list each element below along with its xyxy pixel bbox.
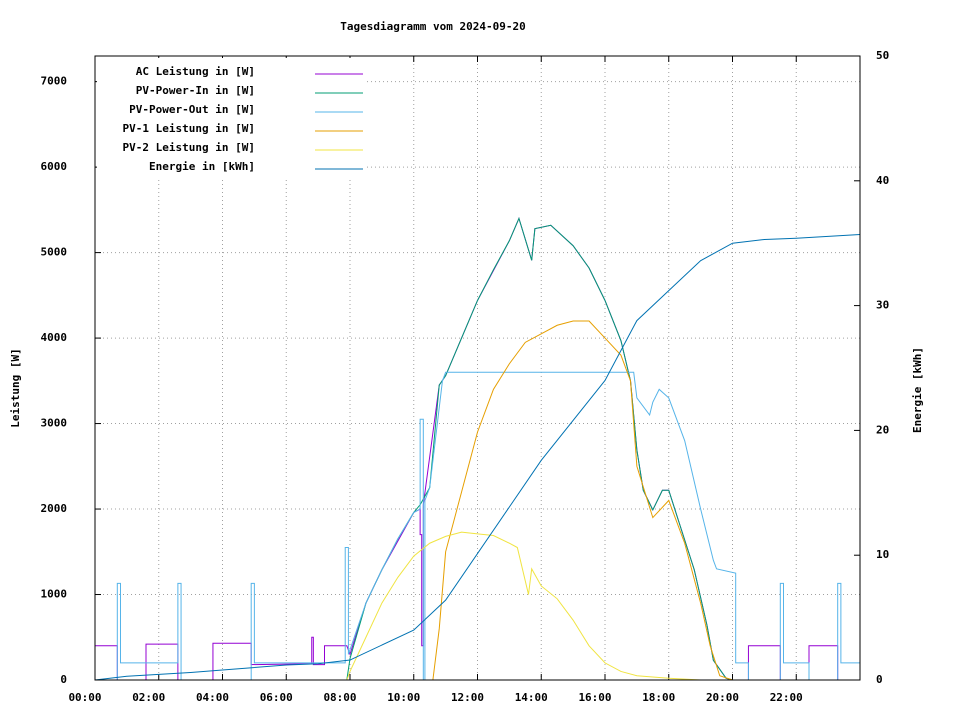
series-line (94, 233, 861, 681)
legend-label: Energie in [kWh] (149, 160, 255, 173)
chart-title: Tagesdiagramm vom 2024-09-20 (340, 20, 525, 33)
y2-tick-label: 0 (876, 673, 883, 686)
x-tick-label: 00:00 (68, 691, 101, 704)
y-tick-label: 1000 (41, 588, 68, 601)
y-tick-label: 6000 (41, 160, 68, 173)
x-tick-label: 06:00 (260, 691, 293, 704)
y-tick-label: 2000 (41, 502, 68, 515)
y-tick-label: 5000 (41, 246, 68, 259)
y-tick-label: 0 (60, 673, 67, 686)
y2-axis-label: Energie [kWh] (911, 347, 924, 433)
x-tick-label: 08:00 (323, 691, 356, 704)
series-line (95, 531, 860, 681)
y2-tick-label: 40 (876, 174, 889, 187)
legend-label: AC Leistung in [W] (136, 65, 255, 78)
series-line (95, 320, 860, 681)
legend-label: PV-1 Leistung in [W] (123, 122, 255, 135)
x-tick-label: 14:00 (515, 691, 548, 704)
x-tick-label: 18:00 (642, 691, 675, 704)
y2-tick-label: 30 (876, 299, 889, 312)
series-line (95, 216, 860, 681)
legend-label: PV-Power-Out in [W] (129, 103, 255, 116)
y2-tick-label: 20 (876, 423, 889, 436)
y2-tick-label: 10 (876, 548, 889, 561)
plot-border (94, 55, 861, 681)
x-tick-label: 12:00 (451, 691, 484, 704)
series-line (95, 216, 860, 681)
x-tick-label: 20:00 (706, 691, 739, 704)
legend-label: PV-Power-In in [W] (136, 84, 255, 97)
y2-tick-label: 50 (876, 49, 889, 62)
series-line (95, 371, 860, 681)
y-tick-label: 3000 (41, 417, 68, 430)
y-tick-label: 7000 (41, 75, 68, 88)
x-tick-label: 16:00 (578, 691, 611, 704)
legend-box (97, 58, 367, 178)
y-tick-label: 4000 (41, 331, 68, 344)
x-tick-label: 02:00 (132, 691, 165, 704)
x-tick-label: 10:00 (387, 691, 420, 704)
x-tick-label: 04:00 (196, 691, 229, 704)
legend-label: PV-2 Leistung in [W] (123, 141, 255, 154)
y-axis-label: Leistung [W] (9, 348, 22, 427)
x-tick-label: 22:00 (770, 691, 803, 704)
